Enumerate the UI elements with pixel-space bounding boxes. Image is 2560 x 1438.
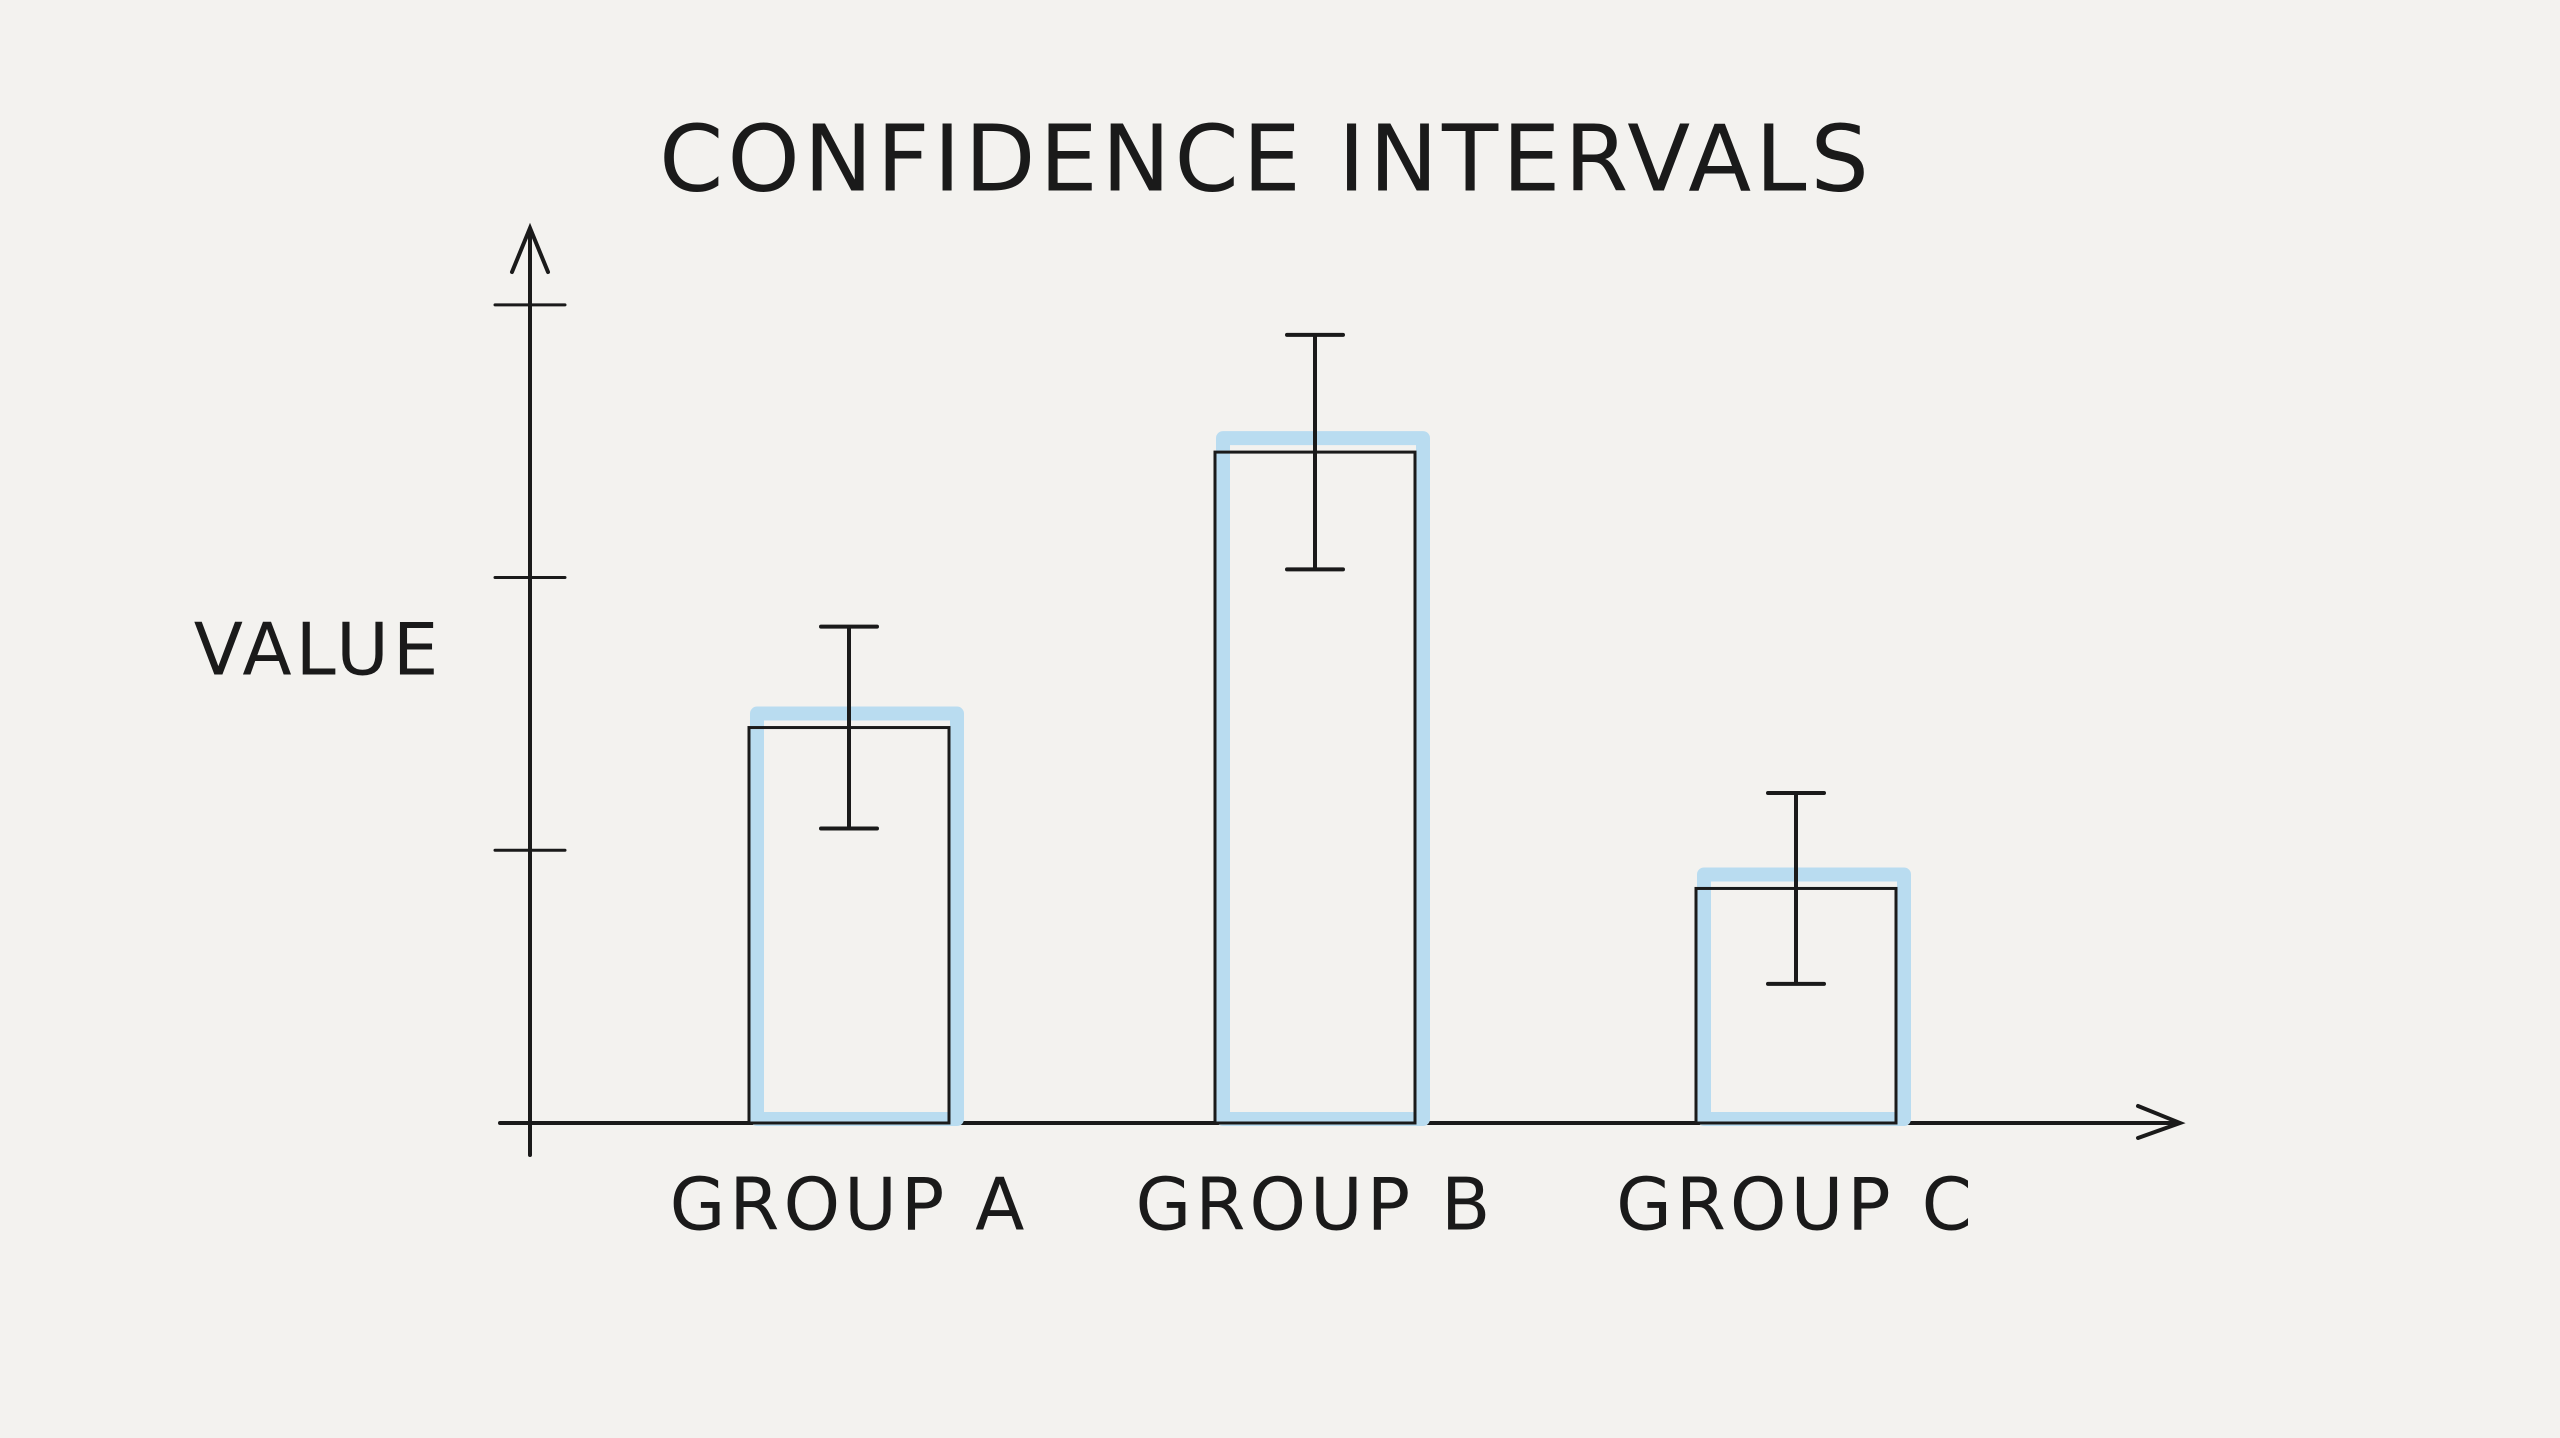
x-axis-arrow [2136,1104,2186,1140]
error-bar [1766,791,1826,986]
y-axis-label: VALUE [194,608,443,692]
x-tick-label: GROUP A [670,1163,1029,1247]
chart-title: CONFIDENCE INTERVALS [659,105,1873,212]
error-bar [819,624,879,831]
bar-wash [1697,867,1911,1126]
x-tick-label: GROUP C [1616,1163,1976,1247]
error-bar [1285,332,1345,572]
y-axis-arrow [510,222,550,274]
bar-wash [750,706,964,1127]
bar-wash [1216,431,1430,1127]
x-tick-label: GROUP B [1136,1163,1495,1247]
